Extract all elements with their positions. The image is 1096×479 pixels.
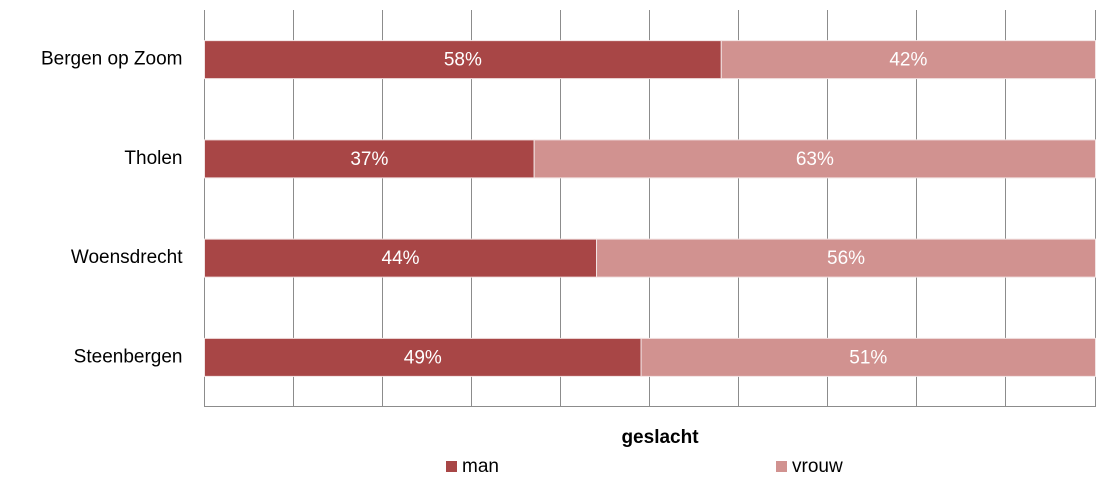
y-tick-label: Woensdrecht: [71, 247, 183, 268]
data-label: 63%: [796, 149, 834, 170]
data-label: 58%: [444, 50, 482, 71]
y-tick-label: Tholen: [124, 148, 182, 169]
data-label: 56%: [827, 248, 865, 269]
legend-label: man: [462, 456, 499, 477]
bar-segment: [640, 337, 1096, 377]
y-tick-label: Bergen op Zoom: [41, 49, 183, 70]
legend-marker: [446, 461, 457, 472]
data-label: 37%: [350, 149, 388, 170]
x-axis-label: geslacht: [621, 427, 699, 448]
bar-segment: [204, 238, 598, 278]
data-label: 42%: [889, 50, 927, 71]
bar-segment: [204, 139, 535, 179]
bar-segment: [204, 337, 642, 377]
data-label: 49%: [404, 347, 442, 368]
bar-segment: [204, 40, 722, 80]
bar-segment: [533, 139, 1096, 179]
legend-marker: [776, 461, 787, 472]
bar-segment: [596, 238, 1096, 278]
y-tick-label: Steenbergen: [74, 346, 183, 367]
data-label: 44%: [382, 248, 420, 269]
data-label: 51%: [849, 347, 887, 368]
legend-label: vrouw: [792, 456, 843, 477]
